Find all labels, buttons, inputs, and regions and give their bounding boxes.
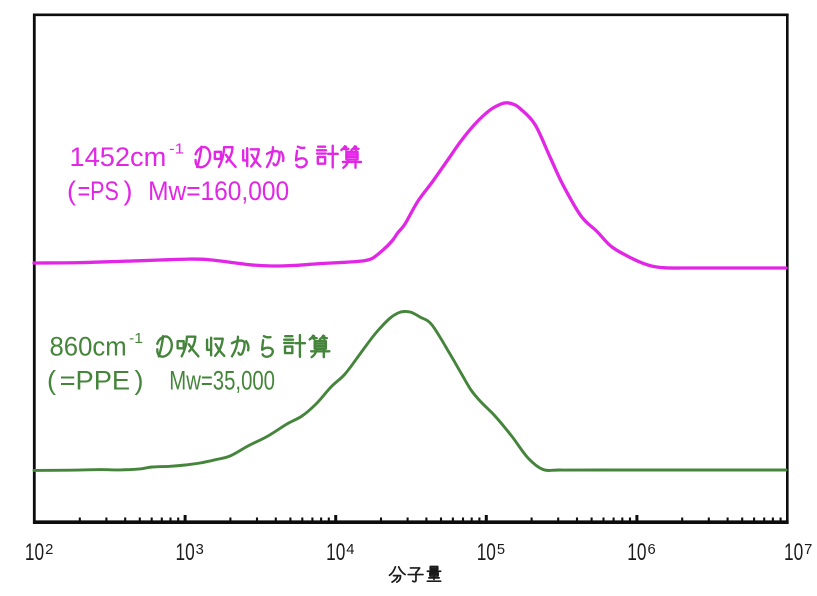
svg-text:(: ( <box>67 176 76 206</box>
svg-text:860cm: 860cm <box>50 332 127 362</box>
svg-text:10: 10 <box>176 539 195 566</box>
svg-text:10: 10 <box>627 539 646 566</box>
svg-text:-1: -1 <box>129 330 143 347</box>
svg-text:): ) <box>135 366 144 396</box>
svg-text:10: 10 <box>477 539 496 566</box>
svg-text:10: 10 <box>784 539 803 566</box>
svg-text:2: 2 <box>45 542 53 558</box>
svg-text:6: 6 <box>648 542 656 558</box>
svg-text:-1: -1 <box>169 141 184 158</box>
svg-text:1452cm: 1452cm <box>70 142 167 172</box>
svg-text:5: 5 <box>497 542 505 558</box>
svg-text:10: 10 <box>25 539 44 566</box>
svg-text:): ) <box>124 176 133 206</box>
svg-text:(: ( <box>47 366 56 396</box>
svg-text:10: 10 <box>326 539 345 566</box>
svg-text:Mw=160,000: Mw=160,000 <box>148 176 289 206</box>
svg-text:=PPE: =PPE <box>60 366 131 396</box>
svg-text:7: 7 <box>804 542 812 558</box>
svg-text:3: 3 <box>196 542 204 558</box>
svg-text:=PS: =PS <box>78 176 119 206</box>
svg-text:4: 4 <box>346 542 354 558</box>
svg-text:Mw=35,000: Mw=35,000 <box>169 366 275 396</box>
